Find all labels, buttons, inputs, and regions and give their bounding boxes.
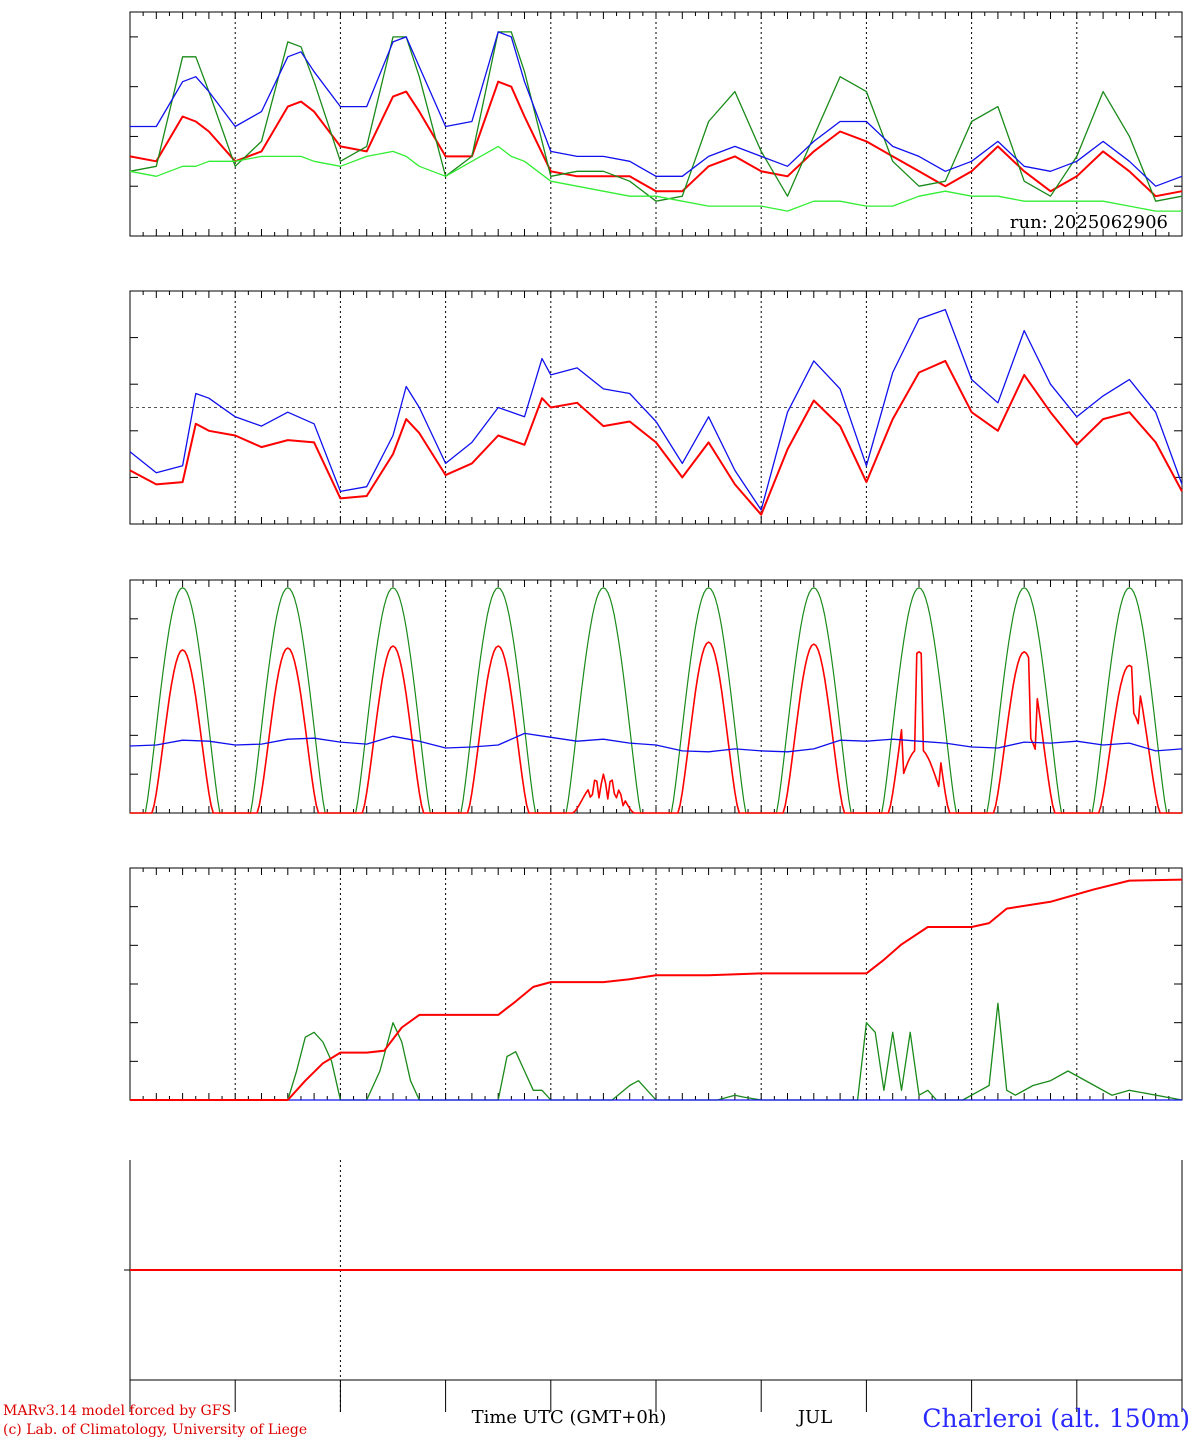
series-line	[129, 145, 1182, 212]
credit-line-1: MARv3.14 model forced by GFS	[3, 1403, 231, 1419]
time-axis-label: Time UTC (GMT+0h)	[472, 1407, 667, 1428]
toa-solar-line	[550, 587, 656, 814]
solar-line	[340, 645, 446, 814]
solar-line	[761, 643, 867, 814]
month-label: JUL	[796, 1407, 832, 1428]
station-label: Charleroi (alt. 150m)	[922, 1404, 1190, 1433]
solar-line	[656, 641, 762, 814]
series-line	[130, 31, 1183, 187]
series-line	[130, 878, 1183, 1101]
toa-solar-line	[971, 587, 1077, 814]
series-line	[129, 308, 1183, 511]
toa-solar-line	[761, 587, 867, 814]
solar-line	[235, 647, 341, 814]
series-line	[129, 359, 1183, 516]
series-line	[130, 1002, 1183, 1101]
wind-panel	[129, 290, 1183, 525]
solar-line	[866, 650, 972, 814]
series-line	[129, 732, 1183, 753]
credit-line-2: (c) Lab. of Climatology, University of L…	[3, 1422, 307, 1438]
precip-panel	[129, 867, 1183, 1101]
toa-solar-line	[656, 587, 762, 814]
series-line	[129, 31, 1183, 202]
toa-solar-line	[445, 587, 551, 814]
series-line	[129, 80, 1183, 198]
toa-solar-line	[235, 587, 341, 814]
snow-panel	[124, 1160, 1183, 1412]
toa-solar-line	[866, 587, 972, 814]
toa-solar-line	[1076, 587, 1182, 814]
solar-line	[445, 645, 551, 814]
temperature-panel	[129, 11, 1183, 237]
toa-solar-line	[130, 587, 236, 814]
toa-solar-line	[340, 587, 446, 814]
solar-line	[971, 650, 1077, 814]
solar-line	[130, 649, 236, 814]
run-label: run: 2025062906	[1010, 212, 1168, 233]
solar-line	[1076, 664, 1182, 814]
solar-line	[550, 773, 656, 814]
energy-panel	[129, 579, 1183, 814]
